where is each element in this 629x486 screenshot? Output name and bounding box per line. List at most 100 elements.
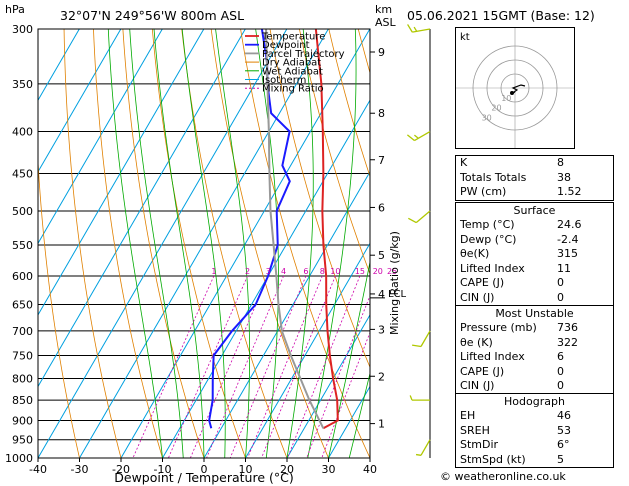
isotherm-line bbox=[38, 29, 163, 245]
isotherm-line bbox=[38, 29, 205, 316]
km-tick-label: 2 bbox=[378, 370, 385, 383]
index-row-label: K bbox=[460, 156, 468, 169]
wind-barbs bbox=[406, 24, 431, 458]
surface-row: Temp (°C) 24.6 bbox=[456, 218, 613, 233]
x-axis-label: Dewpoint / Temperature (°C) bbox=[114, 470, 293, 485]
surface-row-value: 0 bbox=[557, 290, 564, 304]
mixing-ratio-label: 8 bbox=[320, 267, 325, 276]
hodograph-param-row-value: 53 bbox=[557, 423, 571, 437]
dry-adiabat-line bbox=[181, 29, 288, 458]
index-row: PW (cm) 1.52 bbox=[456, 185, 613, 200]
hpa-label: hPa bbox=[5, 3, 25, 16]
isotherm-line bbox=[79, 29, 329, 458]
x-tick-label: -40 bbox=[29, 463, 47, 476]
dry-adiabat-line bbox=[623, 29, 629, 458]
hodograph-param-row-label: StmSpd (kt) bbox=[460, 452, 526, 466]
most-unstable-title: Most Unstable bbox=[495, 307, 574, 320]
mixing-ratio-label: 1 bbox=[211, 267, 216, 276]
surface-row-label: Temp (°C) bbox=[460, 218, 515, 231]
mixing-ratio-label: 2 bbox=[245, 267, 250, 276]
most-unstable-row-label: Pressure (mb) bbox=[460, 321, 537, 334]
legend-label: Parcel Trajectory bbox=[262, 49, 345, 60]
most-unstable-row-value: 322 bbox=[557, 335, 578, 349]
km-tick-label: 4 bbox=[378, 288, 385, 301]
dry-adiabat-line bbox=[122, 29, 205, 458]
km-tick-label: 5 bbox=[378, 249, 385, 262]
footer-copyright: © weatheronline.co.uk bbox=[440, 470, 566, 483]
pressure-tick-label: 300 bbox=[12, 23, 33, 36]
most-unstable-row-label: CAPE (J) bbox=[460, 364, 505, 378]
isotherm-line bbox=[328, 385, 370, 458]
surface-row-value: 24.6 bbox=[557, 218, 582, 231]
storm-motion-marker bbox=[510, 91, 514, 95]
pressure-tick-label: 800 bbox=[12, 372, 33, 385]
hodograph-param-row-value: 5 bbox=[557, 452, 564, 466]
index-row-value: 1.52 bbox=[557, 185, 582, 198]
km-tick-label: 7 bbox=[378, 154, 385, 167]
indices-panel: K 8 Totals Totals 38 PW (cm) 1.52 bbox=[455, 155, 614, 201]
index-row-value: 38 bbox=[557, 170, 571, 184]
hodograph-ring-label: 10 bbox=[501, 94, 511, 103]
surface-panel: Surface Temp (°C) 24.6 Dewp (°C) -2.4 θe(K) 3… bbox=[455, 202, 614, 306]
most-unstable-row-value: 6 bbox=[557, 350, 564, 363]
wind-barb bbox=[412, 28, 431, 33]
legend-label: Temperature bbox=[261, 32, 325, 43]
axes: 3003504004505005506006507007508008509009… bbox=[5, 23, 397, 476]
mixing-ratio-label: 10 bbox=[330, 267, 340, 276]
isotherm-line bbox=[203, 170, 370, 458]
profile-parcel-trajectory bbox=[265, 29, 325, 429]
surface-row: θe(K) 315 bbox=[456, 247, 613, 262]
most-unstable-row: Pressure (mb) 736 bbox=[456, 321, 613, 336]
x-tick-label: 30 bbox=[322, 463, 336, 476]
profile-temperature bbox=[314, 29, 339, 430]
pressure-tick-label: 750 bbox=[12, 349, 33, 362]
hodograph-params-title: Hodograph bbox=[504, 395, 565, 408]
asl-label: ASL bbox=[375, 16, 397, 29]
hodograph-ring-label: 30 bbox=[482, 113, 492, 122]
wind-barb bbox=[414, 130, 431, 142]
hodograph-param-row: StmDir 6° bbox=[456, 438, 613, 453]
km-tick-label: 1 bbox=[378, 418, 385, 431]
x-tick-label: 40 bbox=[363, 463, 377, 476]
dry-adiabat-line bbox=[210, 29, 329, 458]
isotherm-line bbox=[38, 29, 246, 388]
hodograph-param-row: StmSpd (kt) 5 bbox=[456, 453, 613, 468]
dry-adiabat-line bbox=[93, 29, 163, 458]
mixing-ratio-line bbox=[132, 275, 215, 458]
most-unstable-row-label: θe (K) bbox=[460, 335, 493, 349]
dry-adiabat-line bbox=[151, 29, 246, 458]
legend-label: Dewpoint bbox=[262, 40, 310, 51]
mixing-ratio-label: 6 bbox=[303, 267, 308, 276]
km-tick-label: 8 bbox=[378, 107, 385, 120]
wet-adiabat-line bbox=[107, 29, 163, 458]
surface-row-label: CIN (J) bbox=[460, 290, 495, 304]
dry-adiabat-line bbox=[38, 154, 80, 458]
hodograph-param-row-value: 46 bbox=[557, 409, 571, 422]
wet-adiabat-line bbox=[348, 371, 370, 458]
most-unstable-row: CAPE (J) 0 bbox=[456, 365, 613, 380]
datetime-title: 05.06.2021 15GMT (Base: 12) bbox=[407, 8, 595, 23]
surface-row: Lifted Index 11 bbox=[456, 262, 613, 277]
legend-label: Mixing Ratio bbox=[262, 84, 324, 95]
most-unstable-panel: Most Unstable Pressure (mb) 736 θe (K) 322 L… bbox=[455, 305, 614, 395]
pressure-tick-label: 550 bbox=[12, 239, 33, 252]
hodograph-kt-label: kt bbox=[460, 32, 470, 43]
hodograph-param-row-label: StmDir bbox=[460, 438, 499, 451]
profile-dewpoint bbox=[208, 29, 291, 429]
most-unstable-row-value: 736 bbox=[557, 321, 578, 334]
legend-label: Wet Adiabat bbox=[262, 66, 323, 77]
surface-row: CIN (J) 0 bbox=[456, 291, 613, 306]
pressure-tick-label: 650 bbox=[12, 299, 33, 312]
km-tick-label: 3 bbox=[378, 323, 385, 336]
mixing-ratio-line bbox=[306, 294, 370, 458]
mixing-ratio-line bbox=[189, 275, 269, 458]
profiles bbox=[208, 29, 339, 430]
pressure-tick-label: 700 bbox=[12, 325, 33, 338]
x-tick-label: -30 bbox=[71, 463, 89, 476]
isotherm-line bbox=[120, 29, 370, 458]
dry-adiabat-line bbox=[269, 29, 370, 369]
legend-label: Dry Adiabat bbox=[262, 58, 321, 69]
index-row-value: 8 bbox=[557, 156, 564, 169]
wind-barb-half bbox=[415, 453, 422, 456]
most-unstable-row-value: 0 bbox=[557, 364, 564, 378]
